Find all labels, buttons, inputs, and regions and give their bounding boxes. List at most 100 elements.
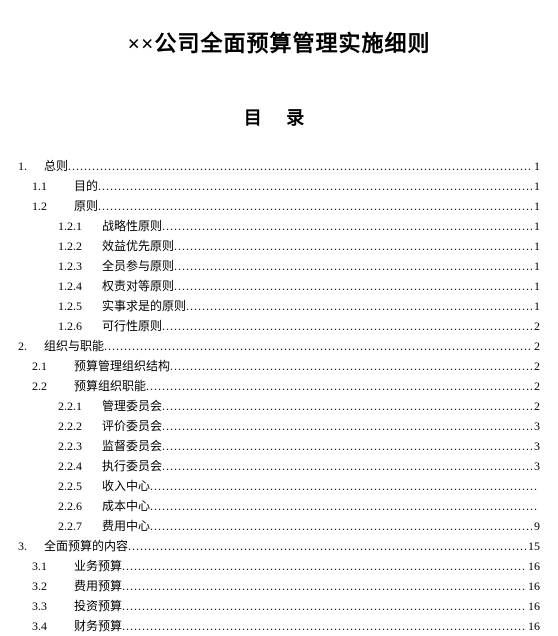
toc-entry-label: 总则 xyxy=(44,156,68,176)
toc-entry: 1.2.5实事求是的原则 1 xyxy=(18,296,540,316)
toc-entry: 2.1预算管理组织结构 2 xyxy=(18,356,540,376)
toc-entry-number: 2.1 xyxy=(32,356,74,376)
toc-entry-label: 管理委员会 xyxy=(102,396,162,416)
toc-entry-number: 2.2.2 xyxy=(58,416,102,436)
toc-entry-number: 3.1 xyxy=(32,556,74,576)
toc-entry-label: 实事求是的原则 xyxy=(102,296,186,316)
toc-entry-number: 2.2.4 xyxy=(58,456,102,476)
toc-entry: 2.2.6成本中心 xyxy=(18,496,540,516)
toc-entry: 2.2.5收入中心 xyxy=(18,476,540,496)
toc-entry-label: 全员参与原则 xyxy=(102,256,174,276)
toc-entry-label: 目的 xyxy=(74,176,98,196)
toc-entry-label: 战略性原则 xyxy=(102,216,162,236)
toc-dot-leader xyxy=(150,516,532,536)
toc-entry-number: 2.2.5 xyxy=(58,476,102,496)
toc-dot-leader xyxy=(146,376,532,396)
toc-heading: 目 录 xyxy=(18,104,540,130)
toc-entry-number: 1.2.2 xyxy=(58,236,102,256)
toc-entry-page: 1 xyxy=(532,156,540,176)
toc-dot-leader xyxy=(104,336,532,356)
toc-entry-label: 权责对等原则 xyxy=(102,276,174,296)
toc-entry-page: 2 xyxy=(532,336,540,356)
toc-entry-page: 1 xyxy=(532,256,540,276)
toc-entry-number: 3. xyxy=(18,536,44,556)
table-of-contents: 1.总则11.1目的11.2原则11.2.1战略性原则11.2.2效益优先原则1… xyxy=(18,156,540,636)
toc-entry: 1.2.3全员参与原则 1 xyxy=(18,256,540,276)
toc-dot-leader xyxy=(68,156,532,176)
toc-entry-label: 执行委员会 xyxy=(102,456,162,476)
toc-entry: 3.4财务预算16 xyxy=(18,616,540,636)
toc-entry-number: 2. xyxy=(18,336,44,356)
toc-dot-leader xyxy=(162,436,532,456)
toc-entry: 3.全面预算的内容15 xyxy=(18,536,540,556)
toc-entry: 2.2.7费用中心 9 xyxy=(18,516,540,536)
toc-entry: 1.总则 1 xyxy=(18,156,540,176)
toc-entry-page: 3 xyxy=(532,436,540,456)
toc-dot-leader xyxy=(174,276,532,296)
toc-entry-number: 1.2.4 xyxy=(58,276,102,296)
toc-entry: 1.2.1战略性原则1 xyxy=(18,216,540,236)
toc-entry-page: 1 xyxy=(532,216,540,236)
toc-entry-label: 费用预算 xyxy=(74,576,122,596)
toc-dot-leader xyxy=(162,416,532,436)
toc-entry-number: 1.2.6 xyxy=(58,316,102,336)
toc-dot-leader xyxy=(122,556,526,576)
toc-entry-page: 2 xyxy=(532,396,540,416)
toc-entry-number: 2.2.1 xyxy=(58,396,102,416)
toc-entry-page: 16 xyxy=(526,596,540,616)
toc-dot-leader xyxy=(98,176,532,196)
toc-entry-label: 预算管理组织结构 xyxy=(74,356,170,376)
toc-entry-number: 3.4 xyxy=(32,616,74,636)
toc-entry-number: 2.2.7 xyxy=(58,516,102,536)
toc-entry-label: 监督委员会 xyxy=(102,436,162,456)
toc-entry-label: 投资预算 xyxy=(74,596,122,616)
toc-entry-page: 2 xyxy=(532,376,540,396)
document-title: ××公司全面预算管理实施细则 xyxy=(18,26,540,58)
toc-entry-label: 收入中心 xyxy=(102,476,150,496)
toc-entry-page: 3 xyxy=(532,456,540,476)
toc-entry-label: 评价委员会 xyxy=(102,416,162,436)
toc-dot-leader xyxy=(128,536,526,556)
toc-entry: 1.2原则1 xyxy=(18,196,540,216)
toc-entry-number: 1.2.3 xyxy=(58,256,102,276)
toc-entry-number: 1.1 xyxy=(32,176,74,196)
toc-entry-page: 2 xyxy=(532,316,540,336)
toc-dot-leader xyxy=(122,576,526,596)
toc-entry-page: 16 xyxy=(526,556,540,576)
toc-entry-number: 2.2.6 xyxy=(58,496,102,516)
toc-dot-leader xyxy=(174,236,532,256)
toc-dot-leader xyxy=(170,356,532,376)
toc-entry: 1.1目的1 xyxy=(18,176,540,196)
toc-entry-label: 效益优先原则 xyxy=(102,236,174,256)
toc-dot-leader xyxy=(174,256,532,276)
toc-entry-label: 可行性原则 xyxy=(102,316,162,336)
toc-entry-page: 3 xyxy=(532,416,540,436)
toc-entry-label: 业务预算 xyxy=(74,556,122,576)
toc-entry-number: 1. xyxy=(18,156,44,176)
toc-entry-label: 成本中心 xyxy=(102,496,150,516)
toc-entry-number: 1.2 xyxy=(32,196,74,216)
toc-entry-page: 1 xyxy=(532,236,540,256)
toc-dot-leader xyxy=(122,616,526,636)
toc-entry: 2.组织与职能2 xyxy=(18,336,540,356)
toc-dot-leader xyxy=(162,456,532,476)
toc-entry-label: 全面预算的内容 xyxy=(44,536,128,556)
toc-entry: 3.3投资预算16 xyxy=(18,596,540,616)
toc-dot-leader xyxy=(186,296,532,316)
toc-entry: 2.2.1管理委员会 2 xyxy=(18,396,540,416)
toc-entry-page: 2 xyxy=(532,356,540,376)
toc-entry: 2.2.3监督委员会 3 xyxy=(18,436,540,456)
toc-entry-page: 1 xyxy=(532,296,540,316)
toc-entry-number: 2.2.3 xyxy=(58,436,102,456)
toc-entry-number: 1.2.5 xyxy=(58,296,102,316)
toc-dot-leader xyxy=(150,496,538,516)
toc-dot-leader xyxy=(98,196,532,216)
toc-dot-leader xyxy=(162,396,532,416)
toc-entry-page: 9 xyxy=(532,516,540,536)
toc-dot-leader xyxy=(162,216,532,236)
toc-entry-page: 1 xyxy=(532,276,540,296)
toc-entry: 1.2.4权责对等原则 1 xyxy=(18,276,540,296)
toc-entry: 2.2.4执行委员会 3 xyxy=(18,456,540,476)
toc-entry-label: 费用中心 xyxy=(102,516,150,536)
toc-entry-label: 原则 xyxy=(74,196,98,216)
